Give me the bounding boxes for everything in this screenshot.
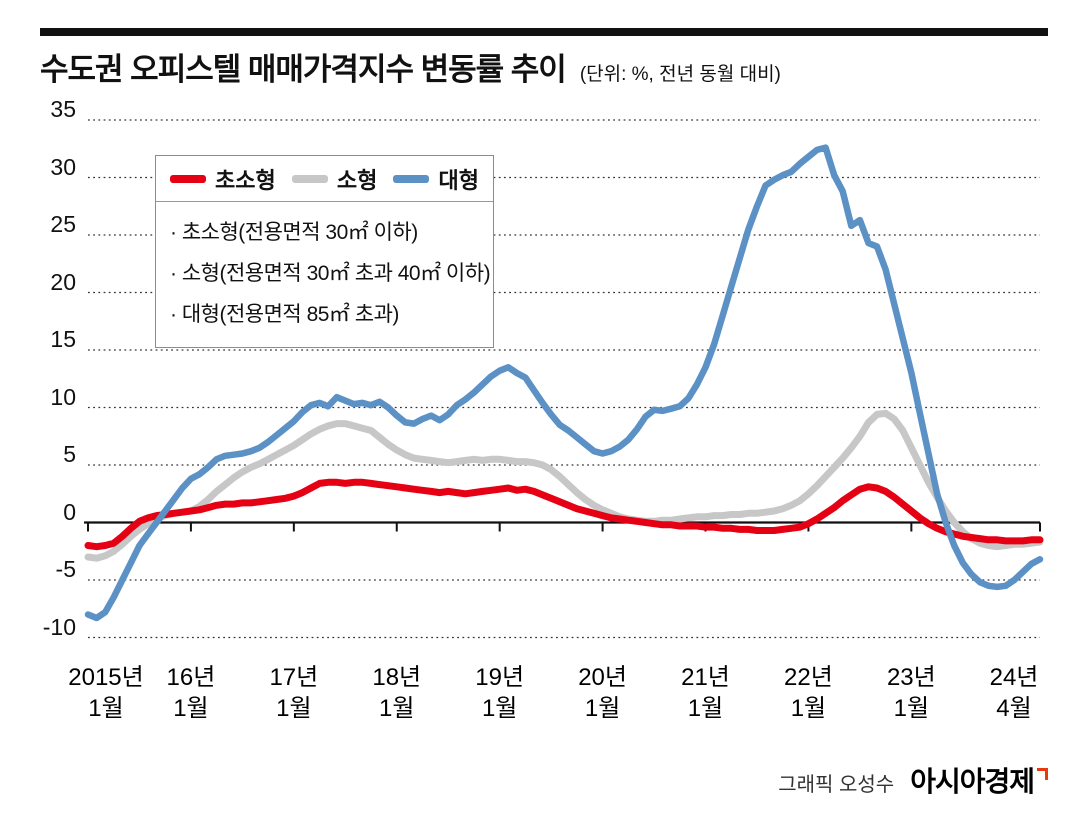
x-axis-label: 17년 1월 <box>269 664 319 722</box>
x-axis-label: 23년 1월 <box>886 664 936 722</box>
legend-note: · 대형(전용면적 85㎡ 초과) <box>170 303 399 326</box>
legend-label: 초소형 <box>215 167 276 193</box>
x-axis-label: 22년 1월 <box>784 664 833 722</box>
legend-swatch-icon <box>291 174 328 183</box>
legend-swatch-row: 초소형 소형 대형 <box>156 156 493 202</box>
x-axis-label: 18년 1월 <box>372 664 422 722</box>
brand-logo: 아시아경제 <box>910 760 1048 800</box>
legend-box: 초소형 소형 대형 · 초소형(전용면적 30㎡ 이하) · 소형(전용면적 30㎡ … <box>155 155 494 348</box>
y-axis-label: 30 <box>50 153 76 180</box>
x-axis-label: 20년 1월 <box>578 664 627 722</box>
legend-item: 초소형 <box>170 163 276 195</box>
page-title: 수도권 오피스텔 매매가격지수 변동률 추이 <box>40 52 567 87</box>
x-axis-label: 21년 1월 <box>681 664 730 722</box>
y-axis-label: -5 <box>55 556 76 582</box>
legend-item: 대형 <box>393 163 479 195</box>
x-axis-label: 16년 1월 <box>166 664 216 722</box>
brand-corner-mark-icon <box>1037 768 1048 780</box>
y-axis-label: 5 <box>63 441 76 467</box>
legend-notes: · 초소형(전용면적 30㎡ 이하) · 소형(전용면적 30㎡ 초과 40㎡ 이… <box>156 202 493 347</box>
legend-note: · 소형(전용면적 30㎡ 초과 40㎡ 이하) <box>170 262 491 285</box>
legend-label: 소형 <box>336 167 378 193</box>
y-axis-label: 15 <box>50 326 76 352</box>
series-line-대형 <box>84 144 1044 622</box>
legend-label: 대형 <box>438 167 479 193</box>
x-axis-label: 2015년 1월 <box>68 664 144 722</box>
legend-swatch-icon <box>170 174 207 183</box>
title-rule <box>40 28 1048 36</box>
legend-item: 소형 <box>291 163 378 195</box>
credit-text: 그래픽 오성수 <box>778 774 895 796</box>
legend-note: · 초소형(전용면적 30㎡ 이하) <box>170 221 418 244</box>
y-axis-label: 20 <box>50 268 76 295</box>
x-axis-label: 24년 4월 <box>989 664 1039 722</box>
y-axis-label: 25 <box>50 211 76 237</box>
legend-swatch-icon <box>393 174 430 183</box>
header: 수도권 오피스텔 매매가격지수 변동률 추이 (단위: %, 전년 동월 대비) <box>40 44 781 89</box>
series-line-초소형 <box>84 478 1044 551</box>
y-axis-label: 35 <box>50 96 76 122</box>
y-axis-label: 0 <box>63 498 76 525</box>
y-axis-label: -10 <box>42 613 76 640</box>
title-unit-label: (단위: %, 전년 동월 대비) <box>579 64 781 85</box>
x-axis-label: 19년 1월 <box>475 664 525 722</box>
series-line-소형 <box>84 409 1044 562</box>
footer: 그래픽 오성수 아시아경제 <box>778 760 1048 800</box>
brand-text: 아시아경제 <box>910 766 1035 797</box>
y-axis-label: 10 <box>50 383 76 410</box>
